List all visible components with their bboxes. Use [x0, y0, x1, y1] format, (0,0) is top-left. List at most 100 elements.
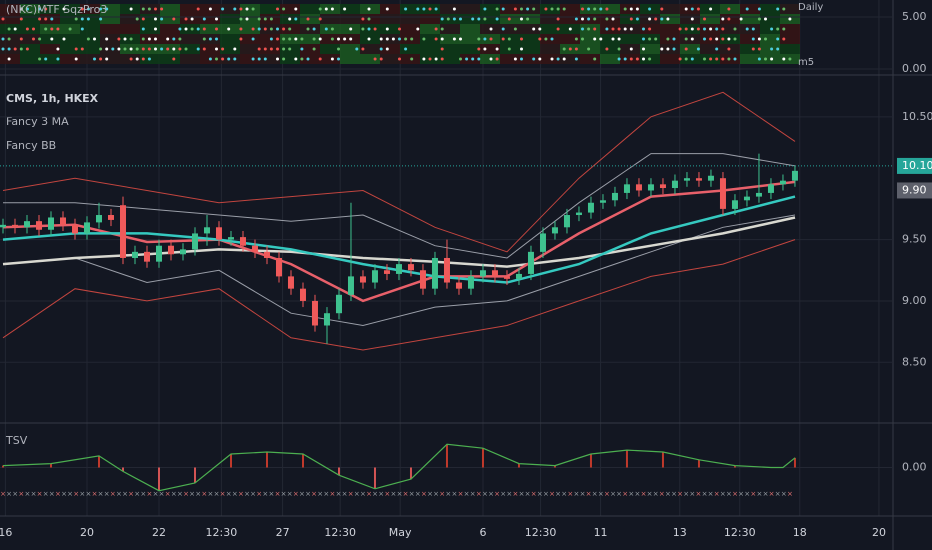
squeeze-dot — [44, 27, 48, 31]
squeeze-dot — [757, 37, 761, 41]
squeeze-dot — [733, 37, 737, 41]
squeeze-dot — [385, 7, 389, 11]
squeeze-cell — [540, 44, 560, 54]
signal-cross: × — [470, 490, 476, 498]
squeeze-cell — [460, 34, 480, 44]
squeeze-cell — [380, 44, 400, 54]
squeeze-cell — [100, 54, 120, 64]
squeeze-dot — [666, 37, 670, 41]
signal-cross: × — [427, 490, 433, 498]
squeeze-dot — [337, 47, 340, 51]
squeeze-dot — [105, 57, 109, 61]
squeeze-cell — [60, 34, 80, 44]
squeeze-dot — [68, 27, 72, 31]
signal-cross: × — [31, 490, 37, 498]
indicator-line — [2, 214, 796, 327]
squeeze-dot — [282, 57, 286, 61]
signal-cross: × — [24, 490, 30, 498]
squeeze-cell — [740, 34, 760, 44]
squeeze-dot — [709, 7, 713, 11]
squeeze-cell — [400, 4, 420, 14]
squeeze-cell — [400, 34, 420, 44]
squeeze-dot — [739, 17, 743, 21]
signal-cross: × — [183, 490, 189, 498]
candle-body — [767, 184, 774, 193]
squeeze-dot — [251, 57, 255, 61]
candle-body — [287, 276, 294, 289]
signal-cross: × — [726, 490, 732, 498]
squeeze-dot — [276, 47, 279, 51]
squeeze-dot — [690, 7, 694, 11]
squeeze-cell — [540, 54, 560, 64]
candle-body — [671, 180, 678, 189]
squeeze-dot — [605, 7, 609, 11]
squeeze-dot — [623, 7, 627, 11]
squeeze-dot — [239, 17, 243, 21]
squeeze-cell — [520, 24, 540, 34]
squeeze-dot — [757, 47, 761, 51]
squeeze-dot — [196, 47, 200, 51]
signal-cross: × — [756, 490, 762, 498]
squeeze-cell — [340, 14, 360, 24]
squeeze-dot — [617, 27, 621, 31]
squeeze-cell — [260, 54, 280, 64]
squeeze-dot — [404, 37, 408, 41]
squeeze-dot — [105, 7, 109, 11]
candle-body — [491, 270, 498, 277]
squeeze-dot — [776, 37, 780, 41]
squeeze-dot — [282, 47, 286, 51]
squeeze-dot — [80, 47, 84, 51]
candle-body — [107, 215, 114, 220]
squeeze-dot — [764, 57, 767, 61]
squeeze-dot — [80, 27, 84, 31]
squeeze-dot — [660, 17, 664, 21]
symbol-title: CMS, 1h, HKEX — [6, 92, 99, 105]
signal-cross: × — [659, 490, 665, 498]
squeeze-cell — [60, 14, 80, 24]
signal-cross: × — [55, 490, 61, 498]
squeeze-dot — [398, 37, 401, 41]
squeeze-dot — [80, 7, 84, 11]
candle-body — [251, 245, 258, 252]
squeeze-dot — [556, 27, 560, 31]
candle-body — [779, 180, 786, 185]
squeeze-cell — [540, 34, 560, 44]
squeeze-dot — [215, 57, 218, 61]
squeeze-dot — [178, 27, 182, 31]
signal-cross: × — [750, 490, 756, 498]
candle-body — [503, 276, 510, 279]
squeeze-dot — [25, 27, 29, 31]
squeeze-dot — [745, 7, 749, 11]
candle-body — [23, 221, 30, 228]
squeeze-dot — [379, 47, 383, 51]
squeeze-cell — [760, 34, 780, 44]
signal-cross: × — [37, 490, 43, 498]
squeeze-dot — [629, 7, 633, 11]
squeeze-dot — [318, 17, 322, 21]
squeeze-dot — [459, 17, 462, 21]
squeeze-dot — [782, 37, 786, 41]
signal-cross: × — [695, 490, 701, 498]
signal-cross: × — [476, 490, 482, 498]
squeeze-dot — [1, 17, 5, 21]
squeeze-dot — [276, 37, 279, 41]
squeeze-dot — [629, 17, 633, 21]
squeeze-dot — [440, 37, 444, 41]
signal-cross: × — [573, 490, 579, 498]
squeeze-cell — [320, 4, 340, 14]
y-tick-label: 5.00 — [902, 10, 927, 23]
squeeze-dot — [123, 37, 127, 41]
squeeze-dot — [160, 17, 164, 21]
squeeze-dot — [501, 7, 505, 11]
squeeze-dot — [520, 17, 523, 21]
squeeze-dot — [690, 37, 694, 41]
squeeze-cell — [680, 44, 700, 54]
squeeze-dot — [32, 37, 35, 41]
squeeze-cell — [340, 44, 360, 54]
squeeze-dot — [129, 7, 133, 11]
signal-cross: × — [494, 490, 500, 498]
squeeze-dot — [202, 47, 206, 51]
squeeze-dot — [593, 17, 597, 21]
squeeze-dot — [269, 37, 273, 41]
squeeze-cell — [540, 14, 560, 24]
